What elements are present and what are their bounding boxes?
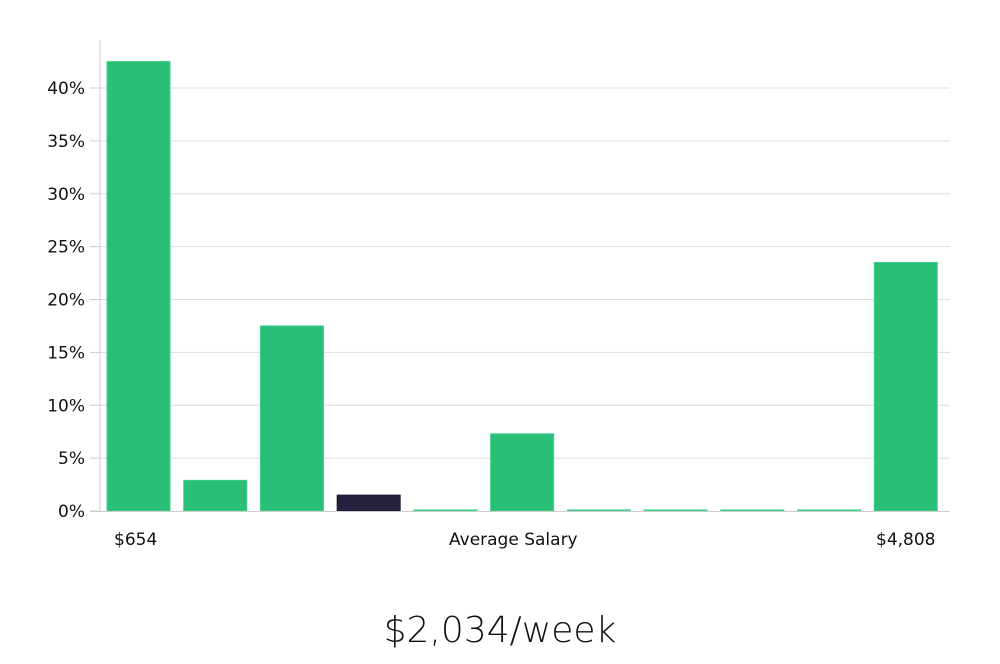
y-tick-label: 5% xyxy=(58,449,85,469)
bar[interactable] xyxy=(566,509,631,512)
x-axis-max-label: $4,808 xyxy=(876,530,936,550)
y-tick-label: 30% xyxy=(47,185,85,205)
bar[interactable] xyxy=(183,479,248,512)
bar-highlighted[interactable] xyxy=(336,494,401,512)
x-axis-min-label: $654 xyxy=(114,530,158,550)
bar[interactable] xyxy=(490,433,555,512)
x-axis-title: Average Salary xyxy=(449,530,578,550)
average-salary-value: $2,034/week xyxy=(383,610,617,651)
y-tick-label: 25% xyxy=(47,238,85,258)
y-tick-label: 10% xyxy=(47,396,85,416)
y-tick-label: 0% xyxy=(58,502,85,522)
bar[interactable] xyxy=(413,509,478,512)
y-tick-label: 20% xyxy=(47,291,85,311)
bar[interactable] xyxy=(259,325,324,512)
y-tick-label: 35% xyxy=(47,132,85,152)
y-tick-label: 15% xyxy=(47,343,85,363)
bar[interactable] xyxy=(720,509,785,512)
bar[interactable] xyxy=(873,261,938,512)
bar[interactable] xyxy=(106,61,171,512)
bar[interactable] xyxy=(643,509,708,512)
bar[interactable] xyxy=(797,509,862,512)
y-tick-label: 40% xyxy=(47,79,85,99)
